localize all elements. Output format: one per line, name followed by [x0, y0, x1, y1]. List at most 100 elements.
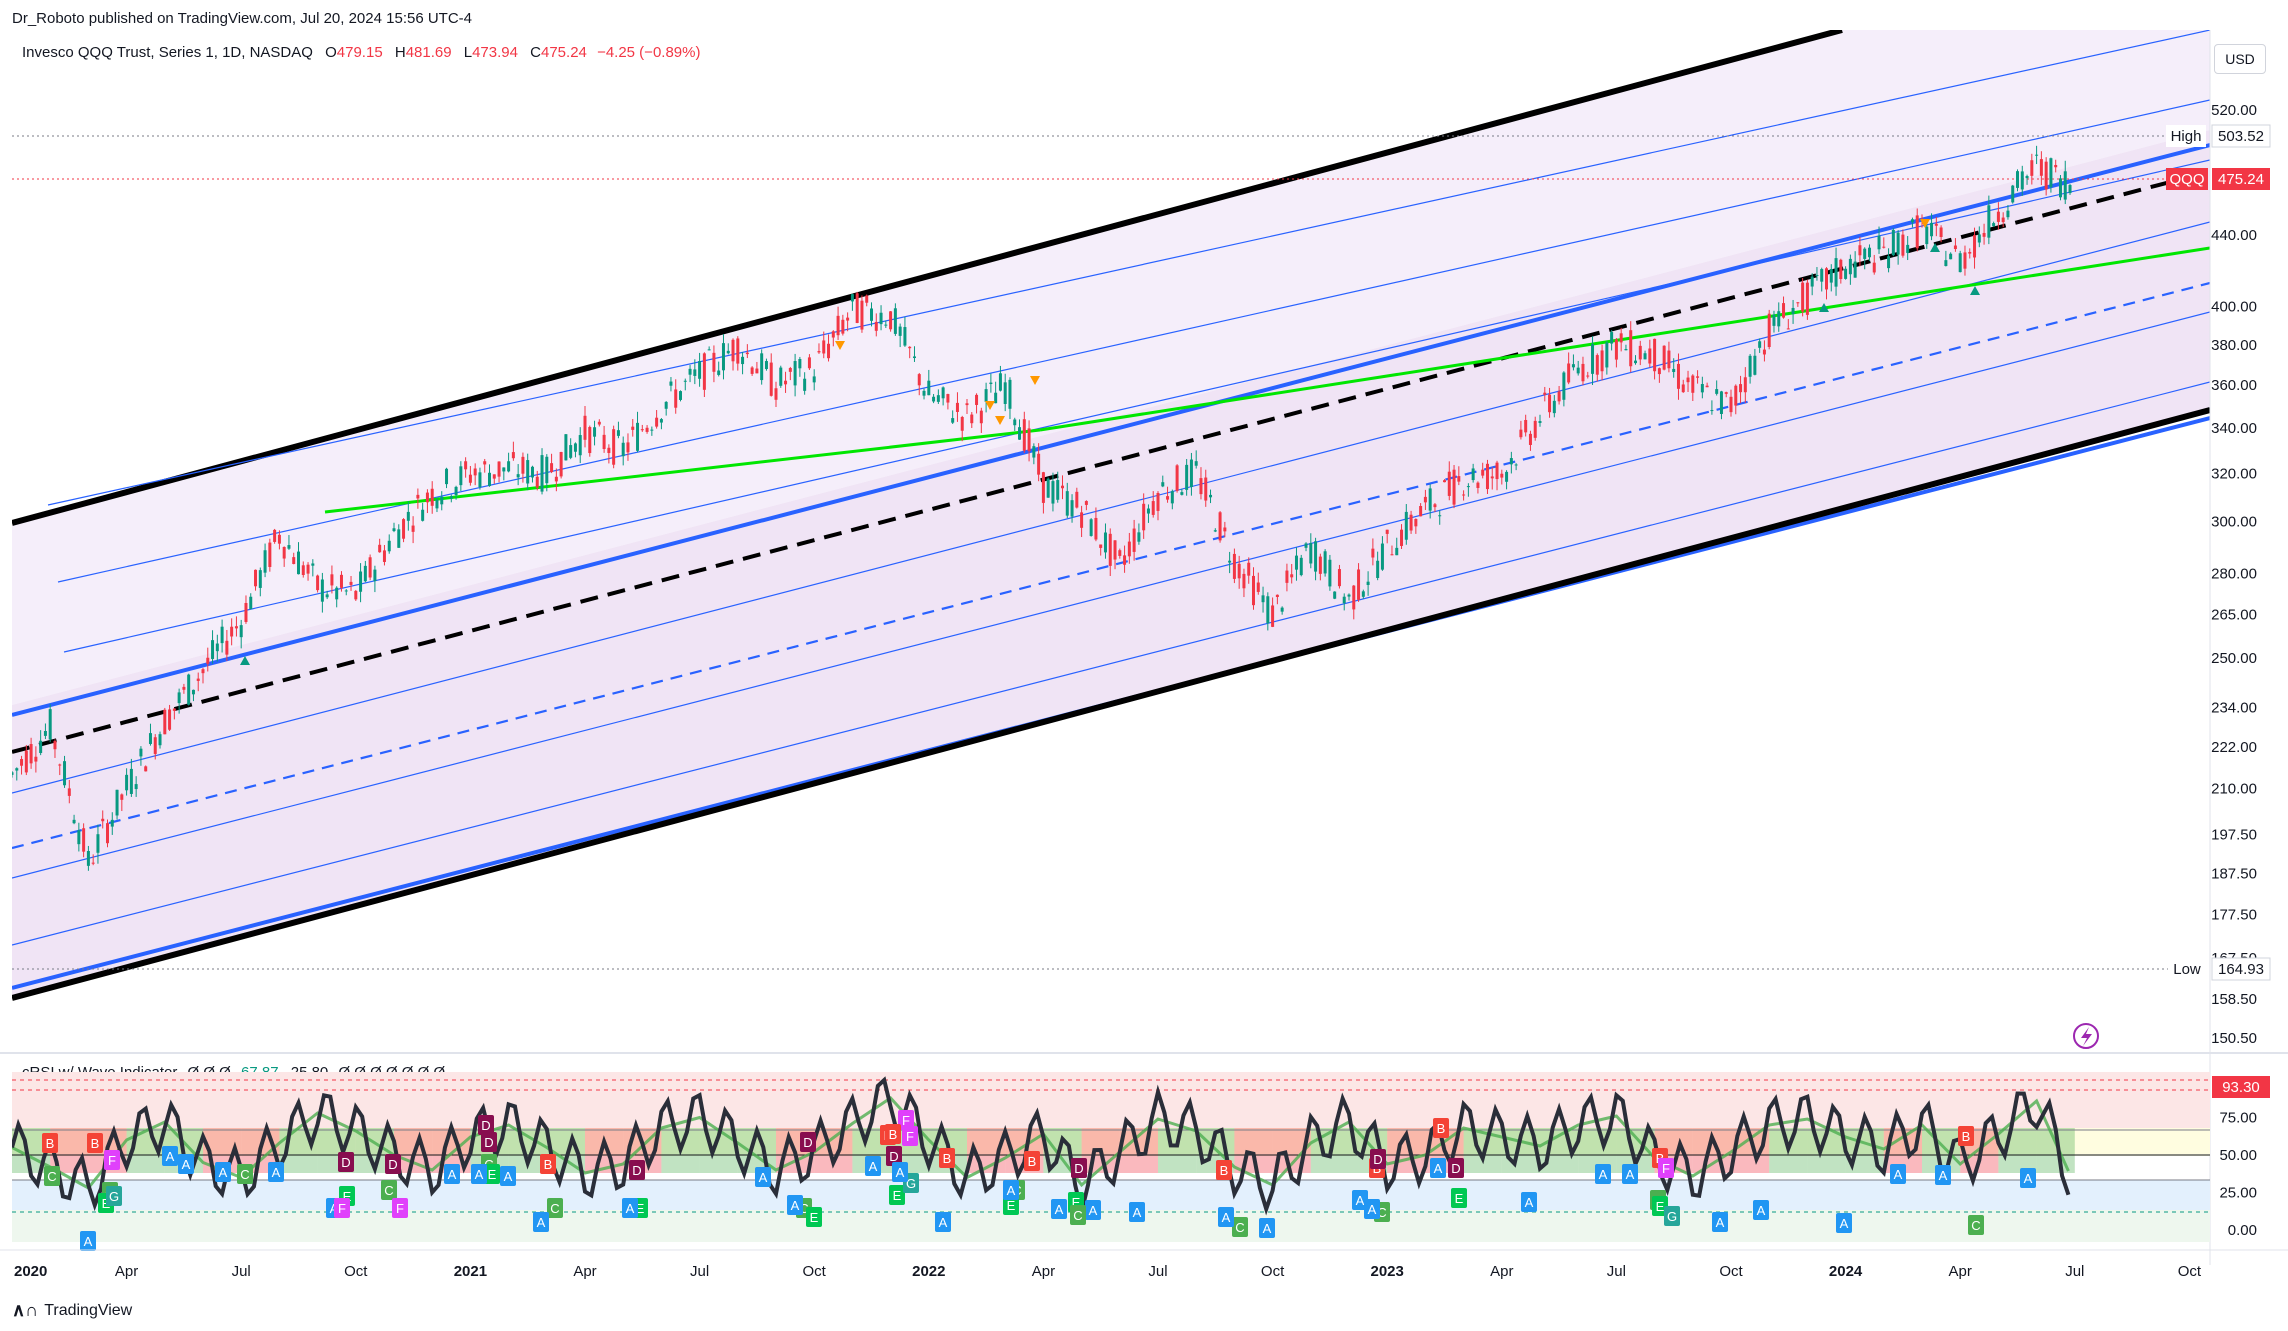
candle-body	[717, 370, 721, 375]
candle-body	[354, 590, 358, 600]
wave-label-e: E	[1451, 1188, 1467, 1208]
price-tick-label: 210.00	[2211, 781, 2257, 798]
candle-body	[1127, 541, 1131, 557]
wave-label-d: D	[385, 1154, 401, 1174]
signal-up-triangle	[240, 656, 250, 665]
low-value: 473.94	[472, 44, 518, 61]
wave-label-a: A	[787, 1195, 803, 1215]
wave-label-a: A	[1259, 1218, 1275, 1238]
candle-body	[903, 327, 907, 346]
svg-text:F: F	[902, 1113, 910, 1128]
price-tick-label: 187.50	[2211, 865, 2257, 882]
candle-body	[645, 427, 649, 432]
indicator-tick-label: 50.00	[2219, 1147, 2257, 1164]
candle-body	[15, 768, 19, 771]
wave-label-c: C	[547, 1198, 563, 1218]
channel-inner-blue-5	[12, 381, 2210, 946]
low-marker-value: 164.93	[2218, 961, 2264, 978]
wave-label-a: A	[444, 1164, 460, 1184]
lightning-icon[interactable]	[2073, 1023, 2099, 1049]
indicator-tick-label: 25.00	[2219, 1185, 2257, 1202]
candle-body	[979, 410, 983, 424]
time-axis[interactable]: 2020 Apr Jul Oct 2021 Apr Jul Oct 2022 Apr Jul Oct 2…	[14, 1263, 2202, 1280]
candle-body	[1634, 360, 1637, 364]
svg-text:A: A	[448, 1167, 457, 1182]
svg-text:A: A	[272, 1165, 281, 1180]
candle-body	[1710, 410, 1714, 412]
candle-body	[998, 373, 1002, 391]
indicator-current-value: 93.30	[2222, 1079, 2260, 1096]
indicator-current-marker: 93.30	[2212, 1076, 2270, 1098]
candle-body	[1715, 389, 1719, 394]
candle-body	[101, 818, 105, 822]
candle-body	[1887, 256, 1891, 269]
candle-body	[397, 529, 401, 548]
svg-text:E: E	[1072, 1195, 1081, 1210]
candle-body	[545, 456, 549, 484]
candle-body	[984, 389, 988, 402]
candle-body	[1505, 471, 1509, 482]
candle-body	[669, 381, 673, 386]
candle-body	[1285, 570, 1289, 583]
candle-body	[779, 367, 783, 386]
candle-body	[612, 429, 616, 465]
candle-body	[683, 380, 687, 382]
candle-body	[1853, 261, 1857, 278]
svg-text:A: A	[1599, 1167, 1608, 1182]
candle-body	[1103, 532, 1107, 553]
candle-body	[559, 452, 563, 477]
candle-body	[1199, 478, 1203, 495]
candle-body	[1939, 227, 1943, 238]
svg-text:B: B	[544, 1157, 553, 1172]
candle-body	[679, 391, 682, 400]
wave-label-a: A	[1218, 1207, 1234, 1227]
candle-body	[784, 380, 788, 385]
price-axis[interactable]: 520.00 440.00 400.00 380.00 360.00 340.00 320.…	[2211, 102, 2257, 1047]
candle-body	[1376, 560, 1380, 579]
candle-body	[807, 357, 811, 369]
candle-body	[788, 368, 792, 372]
candle-body	[1380, 543, 1384, 570]
svg-text:C: C	[550, 1201, 559, 1216]
candle-body	[1252, 575, 1255, 606]
time-tick-label: Oct	[1719, 1263, 1743, 1280]
currency-button[interactable]: USD	[2214, 44, 2266, 74]
candle-body	[1433, 504, 1437, 508]
wave-label-c: C	[381, 1180, 397, 1200]
candle-body	[893, 308, 897, 334]
candle-body	[378, 544, 382, 553]
candle-body	[889, 311, 893, 330]
candle-body	[196, 678, 200, 681]
wave-label-f: F	[902, 1126, 918, 1146]
indicator-axis[interactable]: 75.00 50.00 25.00 0.00	[2219, 1110, 2257, 1240]
candle-body	[1882, 246, 1886, 248]
time-tick-label: 2023	[1371, 1263, 1404, 1280]
candle-body	[1934, 223, 1938, 226]
svg-text:A: A	[1356, 1193, 1365, 1208]
indicator-tick-label: 75.00	[2219, 1110, 2257, 1127]
candle-body	[1395, 547, 1399, 556]
candle-body	[721, 343, 725, 371]
candle-body	[616, 430, 620, 436]
candle-body	[335, 587, 339, 600]
wave-label-a: A	[1521, 1192, 1537, 1212]
candle-body	[1901, 234, 1905, 256]
candle-body	[320, 579, 324, 602]
candle-body	[1867, 247, 1871, 258]
svg-text:B: B	[1437, 1121, 1446, 1136]
candle-body	[1481, 469, 1485, 476]
wave-label-a: A	[1836, 1213, 1852, 1233]
candle-body	[1686, 377, 1690, 383]
candle-body	[497, 461, 501, 477]
candle-body	[1443, 480, 1446, 483]
candle-body	[1514, 464, 1518, 466]
candle-body	[932, 396, 936, 402]
candle-body	[588, 427, 592, 454]
candle-body	[1524, 419, 1528, 433]
channel-bottom-black	[12, 407, 2210, 1001]
candle-body	[416, 494, 420, 499]
candle-body	[387, 540, 391, 552]
candle-body	[163, 709, 167, 735]
candle-body	[655, 417, 659, 427]
